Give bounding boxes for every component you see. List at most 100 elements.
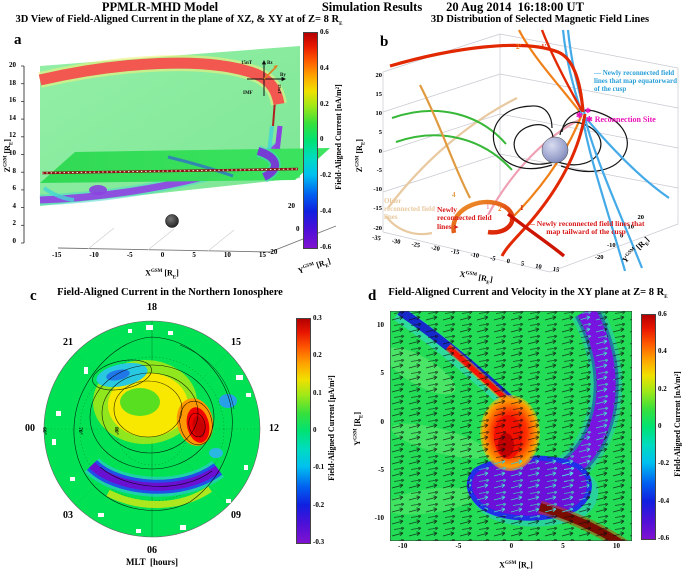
legend-line-icon: — (527, 219, 535, 228)
tick-label: 18 (9, 78, 16, 87)
tick-label: -10 (469, 251, 480, 260)
field-lines-closed-black (492, 105, 628, 172)
axis-close: ] (3, 139, 13, 142)
plane-intersection-line (41, 167, 299, 175)
tick-label: 0 (509, 542, 514, 550)
tick-label: -0.1 (313, 463, 325, 472)
xy-plane-z8 (40, 148, 330, 183)
tick-label: 0.4 (658, 347, 667, 356)
legend-blue-annotation: — Newly reconnected field lines that map… (594, 69, 684, 93)
tick-label: 0 (12, 236, 17, 245)
tick-label: 15 (375, 91, 383, 99)
tick-label: -35 (371, 234, 382, 243)
mlt-label-09: 09 (231, 510, 241, 521)
mlt-label-00: 00 (25, 423, 35, 434)
tick-label: 0.4 (320, 63, 329, 72)
reconnection-site-text: Reconnection Site (594, 115, 656, 124)
axis-letter: X (145, 268, 151, 278)
header-model-title: PPMLR-MHD Model (101, 0, 219, 14)
z-axis-ticks (21, 65, 24, 244)
tick-label: -0.2 (320, 171, 332, 180)
axis-letter: Y (353, 439, 363, 446)
panel-a-colorbar-label: Field-Aligned Current [nA/m²] (334, 84, 343, 190)
tick-label: -10 (398, 542, 408, 550)
tick-label: -5 (489, 254, 497, 263)
field-lines-orange (419, 29, 584, 221)
panel-c-colorbar-label: Field-Aligned Current [μA/m²] (327, 375, 336, 481)
tick-label: -0.2 (658, 459, 670, 468)
velocity-quiver-cyan-band (555, 311, 616, 483)
panel-b-title: 3D Distribution of Selected Magnetic Fie… (430, 14, 650, 25)
tick-label: -10 (89, 251, 99, 259)
tick-label: 0.1 (313, 388, 322, 397)
panel-b-letter: b (380, 34, 389, 50)
tick-label: -15 (373, 205, 382, 213)
axis-unit: [R (162, 268, 173, 278)
tick-label: -0.3 (313, 537, 325, 546)
panel-a-y-tick: 20 (288, 202, 295, 210)
tick-label: 5 (192, 251, 196, 259)
tick-label: 0 (505, 257, 511, 266)
panel-a-title-subscript: E (339, 22, 343, 28)
tick-label: 12 (9, 131, 16, 140)
tick-label: -30 (391, 237, 401, 246)
panel-d-title-text: Field-Aligned Current and Velocity in th… (388, 287, 665, 298)
axis-close: ] (176, 268, 179, 278)
tick-label: 0 (160, 251, 165, 259)
axis-sub: E (172, 275, 177, 281)
newly-lines-text: Newly reconnected field lines (437, 205, 492, 231)
tick-label: -15 (52, 251, 62, 259)
mlt-label-21: 21 (63, 337, 73, 348)
panel-d-colorbar-label: Field-Aligned Current [nA/m²] (673, 371, 682, 477)
mlt-label-15: 15 (231, 337, 241, 348)
tick-label: 0.6 (320, 28, 329, 36)
lat-label-60: 60° (40, 427, 47, 435)
field-line-number: 2' (516, 43, 522, 51)
axis-sup: GSM (355, 155, 361, 167)
tick-label: 2 (12, 219, 17, 228)
tick-label: 20 (9, 61, 16, 69)
legend-red-annotation: — Newly reconnected field lines that map… (524, 219, 648, 237)
imf-inset: 15nT Bz By 15nT IMF (240, 56, 290, 102)
axis-unit: [R (516, 560, 527, 569)
axis-sub: E (361, 141, 367, 146)
panel-d-colorbar-ticks: 0.6 0.4 0.2 0 -0.2 -0.4 -0.6 (658, 311, 682, 542)
tick-label: 5 (520, 260, 525, 268)
lat-label-70: 70° (76, 427, 83, 435)
tick-label: -5 (376, 167, 382, 175)
header-results-title: Simulation Results (321, 0, 423, 14)
axis-close: ] (353, 411, 363, 415)
axis-sub: E (527, 567, 530, 569)
panel-a-letter: a (14, 32, 22, 48)
tick-label: 15 (259, 251, 266, 259)
axis-sup: GSM (504, 561, 517, 566)
newly-reconnected-hook (451, 199, 515, 235)
panel-a-colorbar-ticks: 0.6 0.4 0.2 0 -0.2 -0.4 -0.6 (320, 29, 342, 251)
fac-blue-blob (219, 394, 237, 408)
axes-box (382, 33, 679, 273)
mlt-label-18: 18 (147, 302, 157, 313)
floor-edge (57, 225, 337, 253)
tick-label: -20 (373, 224, 382, 232)
tick-label: -5 (126, 251, 133, 259)
tick-label: -10 (606, 242, 616, 250)
legend-red-text: Newly reconnected field lines that map t… (536, 219, 645, 237)
imf-scale-right: 15nT (277, 84, 282, 94)
tick-label: 10 (377, 321, 384, 329)
earth-sphere (541, 136, 569, 164)
imf-by-label: By (280, 73, 286, 78)
axis-unit: [R (353, 417, 363, 429)
panel-d-colorbar-gradient (641, 314, 656, 540)
field-line-number: 1 (486, 203, 490, 211)
panel-b-z-ticks: 20 15 10 5 0 -5 -10 -15 -20 (364, 72, 383, 232)
panel-d-title: Field-Aligned Current and Velocity in th… (378, 287, 678, 300)
axis-sup: GSM (353, 428, 359, 440)
contour-lines (73, 336, 235, 511)
tick-label: 10 (613, 542, 620, 550)
tick-label: -0.4 (658, 496, 670, 505)
tick-label: 0.2 (313, 351, 322, 360)
tick-label: 0.2 (320, 99, 329, 108)
panel-a-x-ticks: -15 -10 -5 0 5 10 15 (52, 252, 266, 259)
panel-b-scene: ✱ ✱ (382, 29, 679, 273)
upward-current-band (38, 57, 285, 106)
